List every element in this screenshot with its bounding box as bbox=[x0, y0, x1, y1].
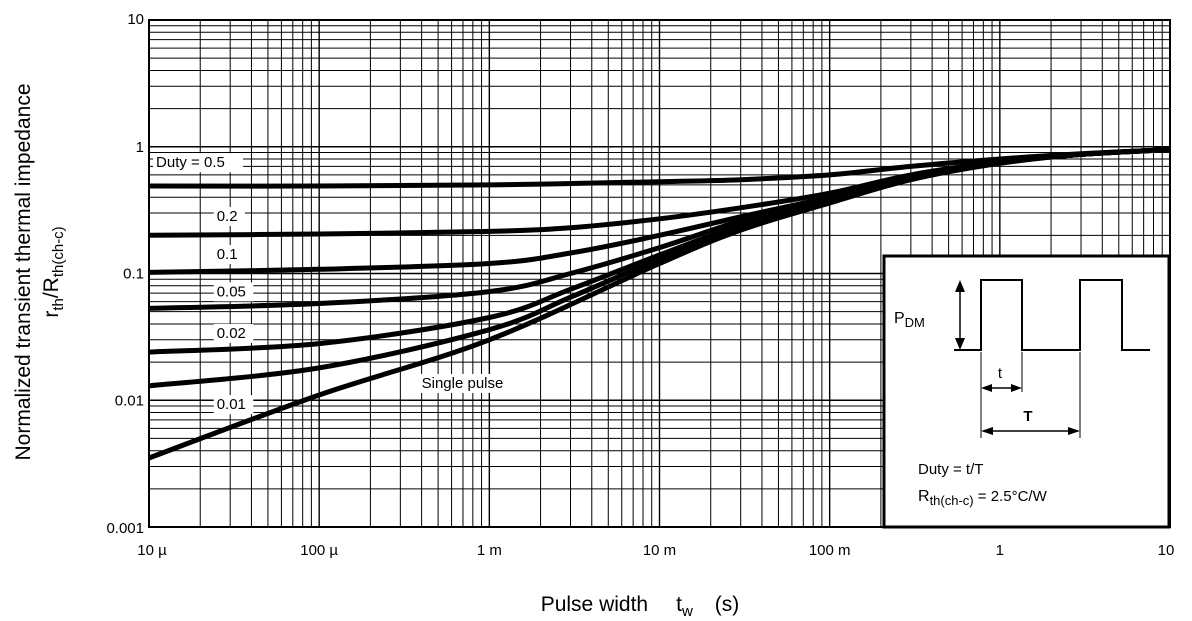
rth-sub: th(ch-c) bbox=[930, 493, 974, 508]
x-tick-label: 100 m bbox=[809, 542, 851, 559]
x-tick-label: 10 bbox=[1158, 542, 1175, 559]
grid-lines bbox=[148, 20, 1170, 528]
rth-value: Rth(ch-c) = 2.5°C/W bbox=[918, 488, 1048, 508]
y-tick-label: 0.1 bbox=[123, 266, 144, 283]
series-label-5: 0.01 bbox=[217, 396, 246, 413]
tick-labels: 10 µ 100 µ 1 m 10 m 100 m 1 10 0.001 0.01 0.1 1 10 bbox=[106, 11, 1174, 559]
series-label-bg bbox=[153, 153, 244, 173]
y-axis-sub1: th bbox=[50, 298, 67, 311]
inset-pulse-diagram: PDM t T Duty = t/T Rth(ch-c) = 2.5°C/W bbox=[882, 254, 1171, 529]
t-arrow-right bbox=[1011, 384, 1022, 392]
series-label-0: Duty = 0.5 bbox=[156, 154, 225, 171]
y-tick-label: 0.001 bbox=[106, 520, 144, 537]
x-tick-label: 10 µ bbox=[137, 542, 167, 559]
x-axis-unit: (s) bbox=[715, 593, 740, 616]
y-axis-sub2: th(ch-c) bbox=[50, 226, 67, 277]
series-labels: Duty = 0.5 0.2 0.1 0.05 0.02 0.01 Single pulse bbox=[153, 153, 526, 415]
y-axis-title: Normalized transient thermal impedance r… bbox=[12, 83, 67, 460]
series-label-bg bbox=[213, 323, 254, 343]
T-arrow-right bbox=[1068, 427, 1080, 435]
T-label: T bbox=[1023, 408, 1032, 425]
y-axis-mid: /R bbox=[40, 277, 63, 298]
x-tick-label: 100 µ bbox=[300, 542, 338, 559]
series-label-1: 0.2 bbox=[217, 208, 238, 225]
y-axis-r: r bbox=[40, 311, 63, 318]
series-label-bg bbox=[213, 245, 245, 265]
pdm-label: PDM bbox=[894, 310, 925, 330]
x-tick-label: 10 m bbox=[643, 542, 676, 559]
pdm-p: P bbox=[894, 310, 905, 327]
x-axis-symbol: t bbox=[676, 593, 682, 616]
x-axis-title-main: Pulse width bbox=[541, 593, 648, 616]
rth-number: = 2.5°C/W bbox=[974, 488, 1048, 505]
x-tick-label: 1 bbox=[996, 542, 1004, 559]
y-axis-title-line1: Normalized transient thermal impedance bbox=[12, 83, 35, 460]
pdm-arrow-top bbox=[955, 280, 965, 292]
pdm-sub: DM bbox=[905, 315, 925, 330]
y-tick-label: 0.01 bbox=[115, 392, 144, 409]
duty-curves bbox=[148, 147, 1171, 461]
y-axis-title-line2: rth/Rth(ch-c) bbox=[40, 226, 67, 317]
series-label-3: 0.05 bbox=[217, 283, 246, 300]
T-arrow-left bbox=[981, 427, 993, 435]
series-label-bg bbox=[213, 282, 254, 302]
series-label-4: 0.02 bbox=[217, 325, 246, 342]
t-label: t bbox=[998, 365, 1003, 382]
rth-r: R bbox=[918, 488, 930, 505]
x-tick-label: 1 m bbox=[477, 542, 502, 559]
pdm-arrow-bottom bbox=[955, 338, 965, 350]
series-label-bg bbox=[418, 373, 526, 393]
inset-frame bbox=[882, 254, 1171, 529]
pulse-waveform bbox=[954, 279, 1150, 351]
series-label-bg bbox=[213, 395, 254, 415]
x-axis-title: Pulse width tw (s) bbox=[541, 593, 740, 620]
series-label-bg bbox=[213, 206, 245, 226]
duty-formula: Duty = t/T bbox=[918, 461, 983, 478]
series-line-6 bbox=[148, 147, 1171, 461]
y-tick-label: 1 bbox=[136, 139, 144, 156]
series-label-2: 0.1 bbox=[217, 246, 238, 263]
series-label-6: Single pulse bbox=[422, 375, 504, 392]
x-axis-subscript: w bbox=[681, 603, 693, 620]
t-arrow-left bbox=[981, 384, 992, 392]
y-tick-label: 10 bbox=[127, 11, 144, 28]
